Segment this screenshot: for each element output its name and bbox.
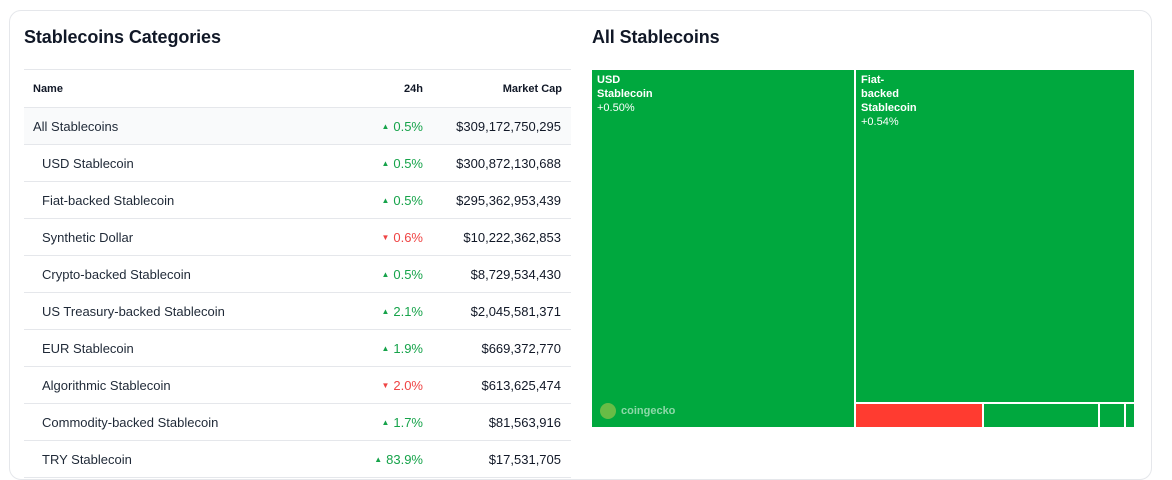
change-24h: ▲ 0.5% <box>334 107 432 145</box>
change-value: 2.1% <box>393 303 423 319</box>
market-cap-value: $81,563,916 <box>432 403 571 441</box>
market-cap-value: $10,222,362,853 <box>432 218 571 256</box>
tile-label-line: backed <box>861 88 899 100</box>
change-value: 0.5% <box>393 155 423 171</box>
treemap-tile-fiat-backed-stablecoin[interactable]: Fiat- backed Stablecoin +0.54% <box>855 69 1135 403</box>
column-header-market-cap[interactable]: Market Cap <box>432 69 571 108</box>
change-value: 0.5% <box>393 266 423 282</box>
change-24h: ▼ 2.0% <box>334 366 432 404</box>
caret-up-icon: ▲ <box>374 454 383 464</box>
tile-change: +0.54% <box>861 116 899 128</box>
category-name[interactable]: All Stablecoins <box>24 107 334 145</box>
treemap-tile-small[interactable] <box>855 403 983 428</box>
table-row[interactable]: All Stablecoins ▲ 0.5% $309,172,750,295 <box>24 107 571 145</box>
caret-up-icon: ▲ <box>381 343 390 353</box>
tile-label-line: Stablecoin <box>861 102 917 114</box>
caret-up-icon: ▲ <box>381 158 390 168</box>
change-value: 0.6% <box>393 229 423 245</box>
market-cap-value: $295,362,953,439 <box>432 181 571 219</box>
table-header-row: Name 24h Market Cap <box>24 69 571 108</box>
category-name[interactable]: Synthetic Dollar <box>24 218 334 256</box>
caret-up-icon: ▲ <box>381 417 390 427</box>
categories-table: Name 24h Market Cap All Stablecoins ▲ 0.5%… <box>24 69 571 478</box>
watermark-text: coingecko <box>621 405 676 417</box>
treemap-tile-small[interactable] <box>1125 403 1135 428</box>
tile-label-line: Fiat- <box>861 74 885 86</box>
category-name[interactable]: USD Stablecoin <box>24 144 334 182</box>
change-value: 1.9% <box>393 340 423 356</box>
change-value: 83.9% <box>386 451 423 467</box>
market-cap-value: $2,045,581,371 <box>432 292 571 330</box>
column-header-24h[interactable]: 24h <box>334 69 432 108</box>
caret-down-icon: ▼ <box>381 380 390 390</box>
change-24h: ▲ 0.5% <box>334 255 432 293</box>
change-24h: ▲ 0.5% <box>334 144 432 182</box>
table-row[interactable]: USD Stablecoin ▲ 0.5% $300,872,130,688 <box>24 144 571 182</box>
table-row[interactable]: EUR Stablecoin ▲ 1.9% $669,372,770 <box>24 329 571 367</box>
change-value: 0.5% <box>393 192 423 208</box>
column-header-name[interactable]: Name <box>24 69 334 108</box>
market-cap-value: $300,872,130,688 <box>432 144 571 182</box>
category-name[interactable]: EUR Stablecoin <box>24 329 334 367</box>
change-24h: ▲ 1.7% <box>334 403 432 441</box>
market-cap-value: $8,729,534,430 <box>432 255 571 293</box>
change-24h: ▲ 83.9% <box>334 440 432 478</box>
change-24h: ▲ 2.1% <box>334 292 432 330</box>
market-cap-value: $309,172,750,295 <box>432 107 571 145</box>
table-row[interactable]: Synthetic Dollar ▼ 0.6% $10,222,362,853 <box>24 218 571 256</box>
category-name[interactable]: US Treasury-backed Stablecoin <box>24 292 334 330</box>
table-row[interactable]: Crypto-backed Stablecoin ▲ 0.5% $8,729,534,… <box>24 255 571 293</box>
caret-down-icon: ▼ <box>381 232 390 242</box>
table-row[interactable]: Fiat-backed Stablecoin ▲ 0.5% $295,362,953,… <box>24 181 571 219</box>
change-value: 0.5% <box>393 118 423 134</box>
tile-label-line: USD <box>597 74 621 86</box>
caret-up-icon: ▲ <box>381 195 390 205</box>
categories-title: Stablecoins Categories <box>24 27 221 47</box>
stablecoins-treemap: USD Stablecoin +0.50% coingecko Fiat- ba… <box>591 69 1135 428</box>
tile-change: +0.50% <box>597 102 635 114</box>
market-cap-value: $613,625,474 <box>432 366 571 404</box>
category-name[interactable]: Algorithmic Stablecoin <box>24 366 334 404</box>
category-name[interactable]: Crypto-backed Stablecoin <box>24 255 334 293</box>
coingecko-watermark: coingecko <box>600 403 675 419</box>
change-24h: ▲ 0.5% <box>334 181 432 219</box>
table-row[interactable]: Algorithmic Stablecoin ▼ 2.0% $613,625,474 <box>24 366 571 404</box>
market-cap-value: $669,372,770 <box>432 329 571 367</box>
change-24h: ▲ 1.9% <box>334 329 432 367</box>
treemap-tile-usd-stablecoin[interactable]: USD Stablecoin +0.50% coingecko <box>591 69 855 428</box>
category-name[interactable]: Commodity-backed Stablecoin <box>24 403 334 441</box>
tile-label-line: Stablecoin <box>597 88 653 100</box>
table-row[interactable]: US Treasury-backed Stablecoin ▲ 2.1% $2,045… <box>24 292 571 330</box>
market-cap-value: $17,531,705 <box>432 440 571 478</box>
change-value: 2.0% <box>393 377 423 393</box>
coingecko-logo-icon <box>600 403 616 419</box>
caret-up-icon: ▲ <box>381 121 390 131</box>
category-name[interactable]: TRY Stablecoin <box>24 440 334 478</box>
caret-up-icon: ▲ <box>381 306 390 316</box>
caret-up-icon: ▲ <box>381 269 390 279</box>
table-row[interactable]: Commodity-backed Stablecoin ▲ 1.7% $81,563,… <box>24 403 571 441</box>
table-row[interactable]: TRY Stablecoin ▲ 83.9% $17,531,705 <box>24 440 571 478</box>
category-name[interactable]: Fiat-backed Stablecoin <box>24 181 334 219</box>
treemap-title: All Stablecoins <box>592 27 720 47</box>
change-24h: ▼ 0.6% <box>334 218 432 256</box>
treemap-tile-small[interactable] <box>1099 403 1125 428</box>
change-value: 1.7% <box>393 414 423 430</box>
treemap-tile-small[interactable] <box>983 403 1099 428</box>
